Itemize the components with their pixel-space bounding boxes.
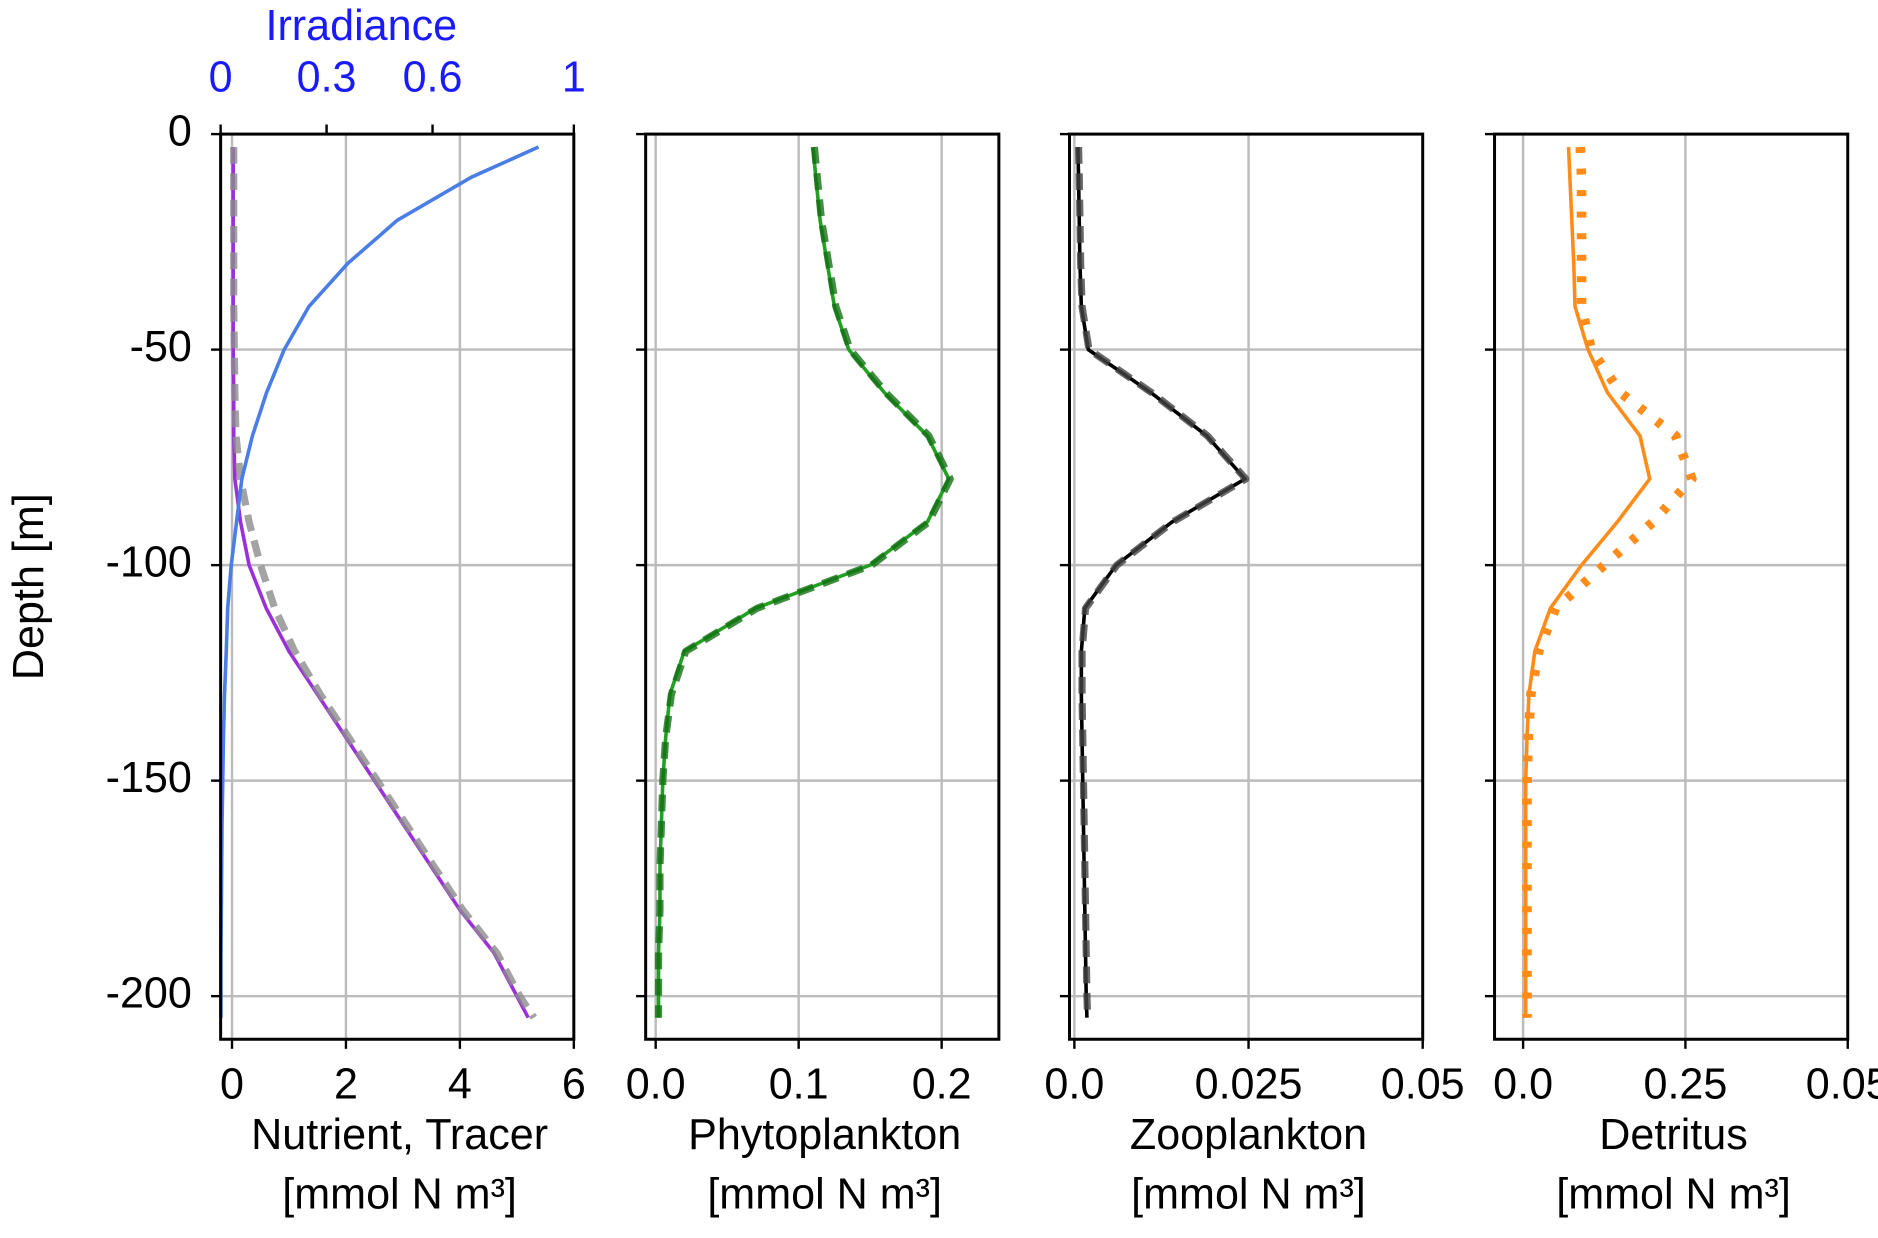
data-line [654,146,954,1018]
y-tick-label: -200 [106,970,192,1018]
x-tick-label: 0.0 [1493,1061,1553,1109]
y-tick-label: -100 [106,539,192,587]
x-axis-label: [mmol N m³] [707,1171,942,1219]
x-tick-label: 0.1 [769,1061,829,1109]
plot-frame [644,132,1001,1041]
x-axis-label: Detritus [1599,1111,1747,1159]
data-line [231,147,530,1019]
x-tick-label: 0.25 [1643,1061,1727,1109]
x-axis-label: Zooplankton [1130,1111,1367,1159]
x-tick-label: 0.025 [1195,1061,1303,1109]
x-axis-label: [mmol N m³] [1556,1171,1791,1219]
x-tick-label: 0 [220,1061,244,1109]
x-tick-label: 4 [448,1061,472,1109]
data-line [656,146,951,1018]
x-axis-label: Nutrient, Tracer [251,1111,548,1159]
plot-frame [1068,132,1425,1041]
y-tick-label: -50 [130,323,192,371]
x-tick-label: 0.05 [1381,1061,1465,1109]
x2-tick-label: 1 [562,54,586,102]
x2-axis-label: Irradiance [265,2,457,50]
y-tick-label: -150 [106,754,192,802]
x-axis-label: Phytoplankton [688,1111,961,1159]
x-tick-label: 6 [562,1061,586,1109]
x-axis-label: [mmol N m³] [1131,1171,1366,1219]
x-tick-label: 0.0 [1044,1061,1104,1109]
data-line [219,145,540,1018]
plot-frame [1493,132,1850,1041]
y-tick-label: 0 [168,107,192,155]
plot-frame [219,132,576,1041]
x-axis-label: [mmol N m³] [282,1171,517,1219]
y-axis-label: Depth [m] [5,493,53,680]
data-line [1074,146,1250,1018]
x2-tick-label: 0.3 [297,54,357,102]
data-line [1522,146,1697,1018]
x-tick-label: 0.2 [912,1061,972,1109]
x2-tick-label: 0 [209,54,233,102]
x-tick-label: 0.05 [1806,1061,1878,1109]
x-tick-label: 0.0 [626,1061,686,1109]
x-tick-label: 2 [334,1061,358,1109]
data-line [230,147,537,1020]
x2-tick-label: 0.6 [403,54,463,102]
